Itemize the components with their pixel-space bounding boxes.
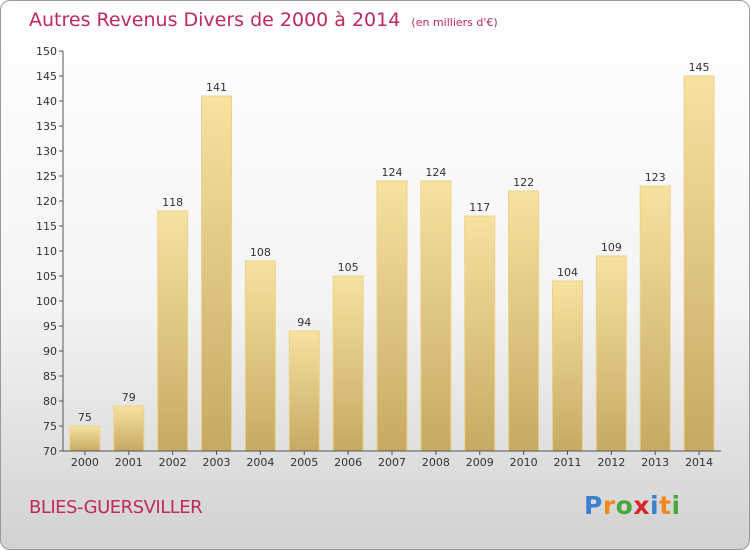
proxiti-logo: Proxiti	[584, 491, 681, 520]
value-label-2010: 122	[513, 176, 534, 189]
y-tick-label-110: 110	[36, 245, 57, 258]
logo-letter: i	[671, 491, 681, 520]
x-tick-label-2013: 2013	[641, 456, 669, 469]
y-tick-label-85: 85	[43, 370, 57, 383]
chart-title: Autres Revenus Divers de 2000 à 2014 (en…	[29, 9, 498, 31]
y-tick-label-145: 145	[36, 70, 57, 83]
axes-group: 2000 2001 2002 2003 2004 2005 2006 2007 2008 2009…	[36, 45, 721, 469]
x-tick-label-2010: 2010	[510, 456, 538, 469]
x-tick-label-2004: 2004	[246, 456, 274, 469]
value-label-2004: 108	[250, 246, 271, 259]
value-label-2012: 109	[601, 241, 622, 254]
y-tick-label-130: 130	[36, 145, 57, 158]
bar-2001	[113, 405, 145, 452]
y-tick-label-105: 105	[36, 270, 57, 283]
value-label-2002: 118	[162, 196, 183, 209]
value-label-2009: 117	[469, 201, 490, 214]
x-tick-label-2001: 2001	[115, 456, 143, 469]
logo-letter: t	[659, 491, 672, 520]
value-label-2013: 123	[645, 171, 666, 184]
value-label-2005: 94	[297, 316, 311, 329]
bar-2005	[288, 330, 320, 452]
y-tick-label-135: 135	[36, 120, 57, 133]
x-tick-label-2008: 2008	[422, 456, 450, 469]
commune-name: BLIES-GUERSVILLER	[29, 497, 203, 518]
x-tick-label-2014: 2014	[685, 456, 713, 469]
x-tick-label-2011: 2011	[553, 456, 581, 469]
bar-2014	[683, 75, 715, 452]
bar-2008	[420, 180, 452, 452]
y-tick-label-95: 95	[43, 320, 57, 333]
value-label-2000: 75	[78, 411, 92, 424]
y-tick-label-125: 125	[36, 170, 57, 183]
y-tick-label-70: 70	[43, 445, 57, 458]
value-label-2003: 141	[206, 81, 227, 94]
y-tick-label-90: 90	[43, 345, 57, 358]
y-tick-label-115: 115	[36, 220, 57, 233]
bar-2013	[639, 185, 671, 452]
bar-2011	[551, 280, 583, 452]
x-tick-label-2007: 2007	[378, 456, 406, 469]
y-tick-label-75: 75	[43, 420, 57, 433]
y-tick-label-140: 140	[36, 95, 57, 108]
logo-letter: r	[602, 491, 616, 520]
y-tick-label-100: 100	[36, 295, 57, 308]
bar-2000	[69, 425, 101, 452]
value-label-2008: 124	[425, 166, 446, 179]
y-tick-label-80: 80	[43, 395, 57, 408]
unit-note: (en milliers d'€)	[411, 16, 498, 29]
logo-letter: x	[633, 491, 650, 520]
x-tick-label-2002: 2002	[159, 456, 187, 469]
bar-2010	[508, 190, 540, 452]
y-tick-label-120: 120	[36, 195, 57, 208]
bar-2009	[464, 215, 496, 452]
value-label-2006: 105	[338, 261, 359, 274]
x-tick-label-2000: 2000	[71, 456, 99, 469]
bar-2002	[157, 210, 189, 452]
value-label-2011: 104	[557, 266, 578, 279]
bar-2006	[332, 275, 364, 452]
logo-letter: i	[650, 491, 660, 520]
bar-2003	[201, 95, 233, 452]
bar-2004	[244, 260, 276, 452]
value-label-2014: 145	[689, 61, 710, 74]
x-tick-label-2012: 2012	[597, 456, 625, 469]
x-tick-label-2006: 2006	[334, 456, 362, 469]
logo-letter: P	[584, 491, 603, 520]
value-label-2007: 124	[382, 166, 403, 179]
logo-letter: o	[615, 491, 634, 520]
bars-group: 75 79 118 141 108 94 105 124 124 117 122 104 109 123 1…	[69, 61, 715, 452]
x-tick-label-2005: 2005	[290, 456, 318, 469]
value-label-2001: 79	[122, 391, 136, 404]
chart-title-text: Autres Revenus Divers de 2000 à 2014	[29, 9, 401, 31]
x-tick-label-2009: 2009	[466, 456, 494, 469]
y-tick-label-150: 150	[36, 45, 57, 58]
bar-2007	[376, 180, 408, 452]
x-tick-label-2003: 2003	[203, 456, 231, 469]
bar-2012	[595, 255, 627, 452]
